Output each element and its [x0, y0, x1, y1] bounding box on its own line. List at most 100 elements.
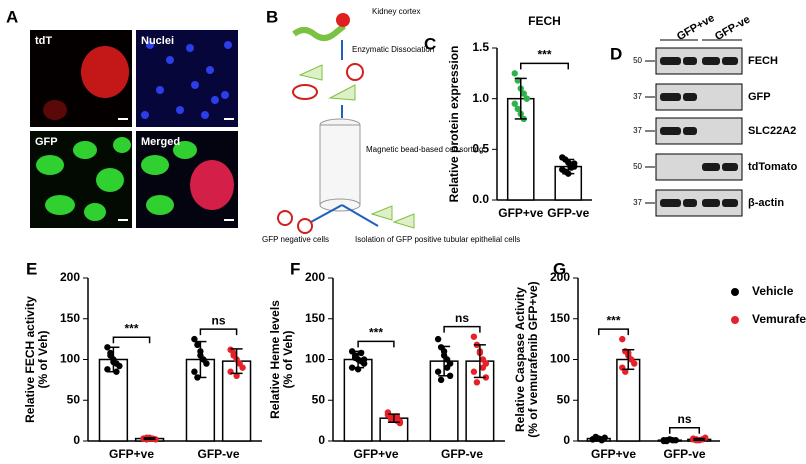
y-tick-label: 200: [550, 270, 570, 284]
blot-label: tdTomato: [748, 161, 798, 173]
blot-band: [702, 199, 720, 207]
blot-band: [683, 93, 697, 101]
y-tick-label: 100: [60, 352, 80, 366]
image-label: GFP: [35, 136, 58, 148]
data-point: [104, 366, 111, 373]
x-tick-label: GFP-ve: [663, 447, 705, 461]
data-point: [523, 95, 530, 102]
blot-band: [660, 199, 681, 207]
panel-label: G: [553, 259, 566, 278]
data-point: [473, 379, 481, 386]
data-point: [107, 352, 114, 359]
significance-bracket: [112, 336, 151, 344]
data-point: [116, 362, 123, 370]
significance-bracket: [668, 426, 701, 434]
diagram-label: Enzymatic Dissociation: [352, 45, 434, 54]
significance-label: ns: [211, 313, 225, 327]
legend-label: Vehicle: [752, 284, 794, 298]
panel-label: F: [290, 259, 300, 278]
y-tick-label: 0: [318, 433, 325, 447]
y-tick-label: 150: [550, 311, 570, 325]
x-tick-label: GFP+ve: [591, 447, 636, 461]
y-axis-label: Relative Heme levels: [268, 300, 282, 419]
blot-band: [722, 199, 738, 207]
y-axis-label: (% of Veh): [36, 330, 50, 388]
bar: [343, 358, 373, 442]
data-point: [663, 436, 670, 444]
data-point: [514, 105, 521, 113]
y-axis-label: (% of vemurafenib GFP+ve): [526, 281, 540, 437]
data-point: [511, 70, 518, 77]
y-axis-label: Relative protein expression: [447, 46, 461, 203]
legend-label: Vemurafenib: [752, 312, 806, 326]
x-tick-label: GFP+ve: [498, 206, 543, 220]
y-tick-label: 0.5: [472, 142, 489, 156]
y-axis-label: Relative Caspase Activity: [513, 287, 527, 432]
significance-bracket: [357, 340, 395, 348]
data-point: [351, 354, 359, 362]
data-point: [434, 368, 442, 375]
y-tick-label: 150: [60, 311, 80, 325]
x-tick-label: GFP-ve: [547, 206, 589, 220]
data-point: [203, 360, 210, 367]
data-point: [470, 368, 478, 375]
data-point: [601, 434, 608, 441]
blot-band: [660, 127, 681, 135]
diagram-label: Kidney cortex: [372, 7, 420, 16]
panel-label: A: [6, 7, 18, 26]
data-point: [520, 90, 527, 97]
y-tick-label: 0.0: [472, 192, 489, 206]
diagram-label: Magnetic bead-based cell sorting: [366, 145, 483, 154]
blot-band: [683, 57, 697, 65]
y-axis-label: Relative FECH activity: [23, 296, 37, 423]
panel-label: E: [26, 259, 37, 278]
data-point: [191, 368, 198, 375]
data-point: [702, 434, 709, 441]
significance-bracket: [199, 328, 238, 336]
y-tick-label: 1.5: [472, 40, 489, 54]
blot-label: SLC22A2: [748, 125, 796, 137]
blot-band: [683, 127, 697, 135]
blot-band: [660, 93, 681, 101]
mw-marker: 37: [633, 198, 642, 207]
mw-marker: 37: [633, 92, 642, 101]
data-point: [191, 335, 198, 343]
data-point: [396, 418, 404, 425]
chart-title: FECH: [528, 14, 561, 28]
significance-bracket: [597, 328, 630, 336]
y-tick-label: 100: [305, 352, 325, 366]
blot-column: GFP+ve: [675, 12, 717, 43]
significance-label: ***: [606, 313, 620, 327]
mw-marker: 50: [633, 162, 642, 171]
y-tick-label: 1.0: [472, 91, 489, 105]
y-tick-label: 50: [312, 392, 326, 406]
data-point: [571, 160, 578, 167]
data-point: [230, 352, 237, 359]
y-axis-label: (% of Veh): [281, 330, 295, 388]
data-point: [233, 372, 240, 379]
diagram: [277, 13, 415, 234]
data-point: [360, 356, 368, 363]
blot-column: GFP-ve: [713, 13, 752, 43]
significance-label: ns: [677, 412, 691, 426]
y-tick-label: 50: [67, 392, 81, 406]
diagram-label: GFP negative cells: [262, 235, 329, 244]
blot-label: GFP: [748, 91, 771, 103]
y-tick-label: 200: [305, 270, 325, 284]
mw-marker: 50: [633, 56, 642, 65]
data-point: [393, 413, 401, 420]
panel-label: B: [266, 7, 278, 26]
data-point: [631, 360, 638, 367]
significance-label: ***: [369, 326, 383, 340]
image-label: tdT: [35, 35, 52, 47]
image-label: Merged: [141, 136, 180, 148]
x-tick-label: GFP+ve: [353, 447, 398, 461]
blot-band: [722, 57, 738, 65]
y-tick-label: 100: [550, 352, 570, 366]
data-point: [434, 335, 442, 343]
data-point: [194, 341, 201, 349]
y-tick-label: 0: [563, 433, 570, 447]
significance-label: ***: [124, 321, 138, 335]
microscopy: tdT Nuclei GFP Merged: [30, 30, 238, 228]
blot-band: [722, 163, 738, 171]
